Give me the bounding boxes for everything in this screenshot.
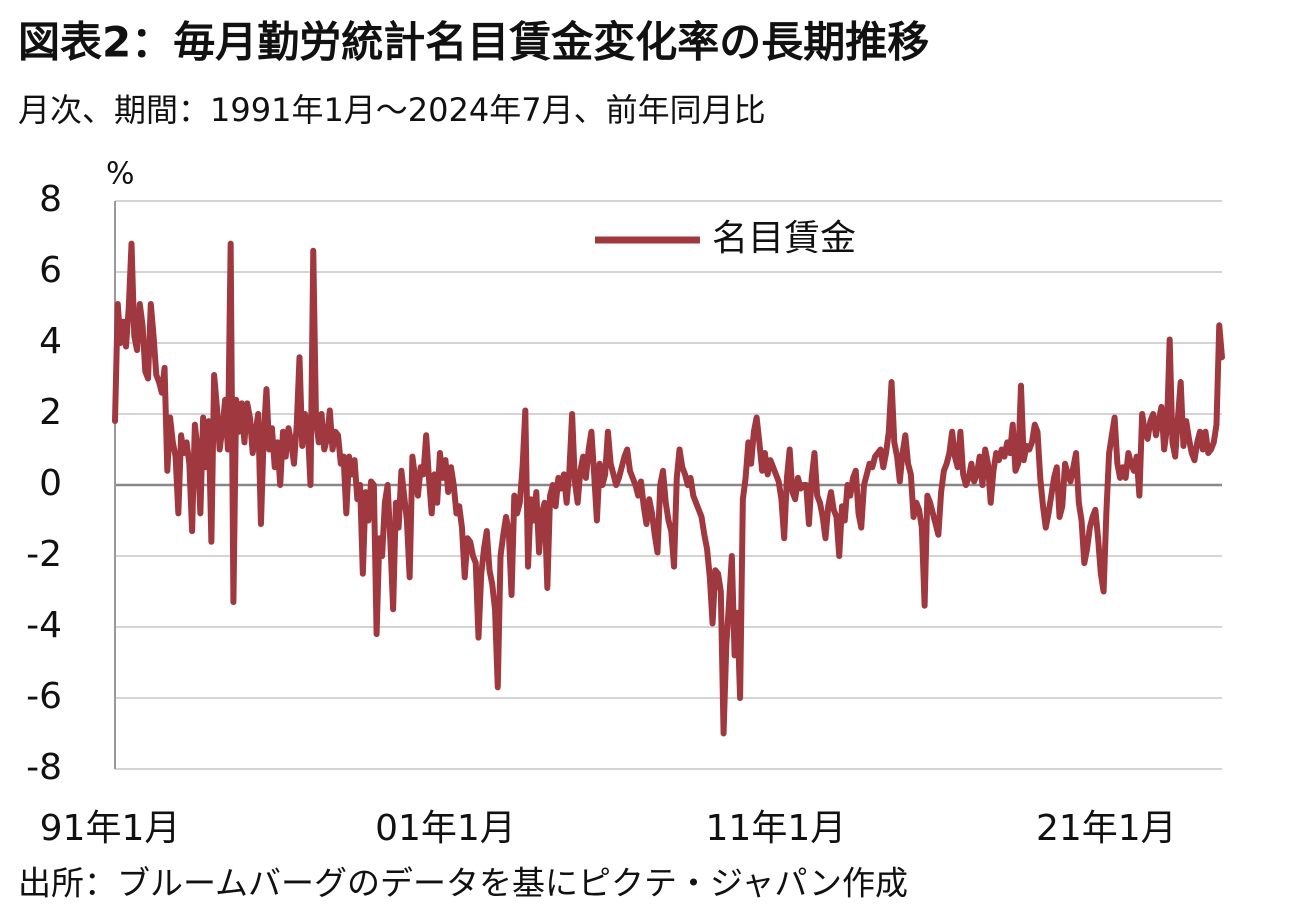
y-unit: % xyxy=(106,157,135,192)
y-tick-label: 4 xyxy=(39,321,62,362)
y-tick-label: -4 xyxy=(26,605,62,646)
x-tick-label: 11年1月 xyxy=(706,808,847,849)
y-tick-label: -2 xyxy=(26,534,62,575)
y-tick-label: 8 xyxy=(39,179,62,220)
data-line xyxy=(112,240,1225,737)
y-tick-label: 0 xyxy=(39,463,62,504)
legend-label: 名目賃金 xyxy=(712,218,856,259)
y-tick-label: -8 xyxy=(26,747,62,788)
x-tick-label: 91年1月 xyxy=(40,808,181,849)
y-tick-label: 6 xyxy=(39,250,62,291)
y-tick-label: 2 xyxy=(39,392,62,433)
x-tick-label: 01年1月 xyxy=(375,808,516,849)
chart-subtitle: 月次、期間：1991年1月～2024年7月、前年同月比 xyxy=(18,91,766,129)
y-tick-label: -6 xyxy=(26,676,62,717)
x-tick-label: 21年1月 xyxy=(1036,808,1177,849)
chart-title: 図表2：毎月勤労統計名目賃金変化率の長期推移 xyxy=(18,18,929,67)
source-note: 出所：ブルームバーグのデータを基にピクテ・ジャパン作成 xyxy=(18,864,908,903)
